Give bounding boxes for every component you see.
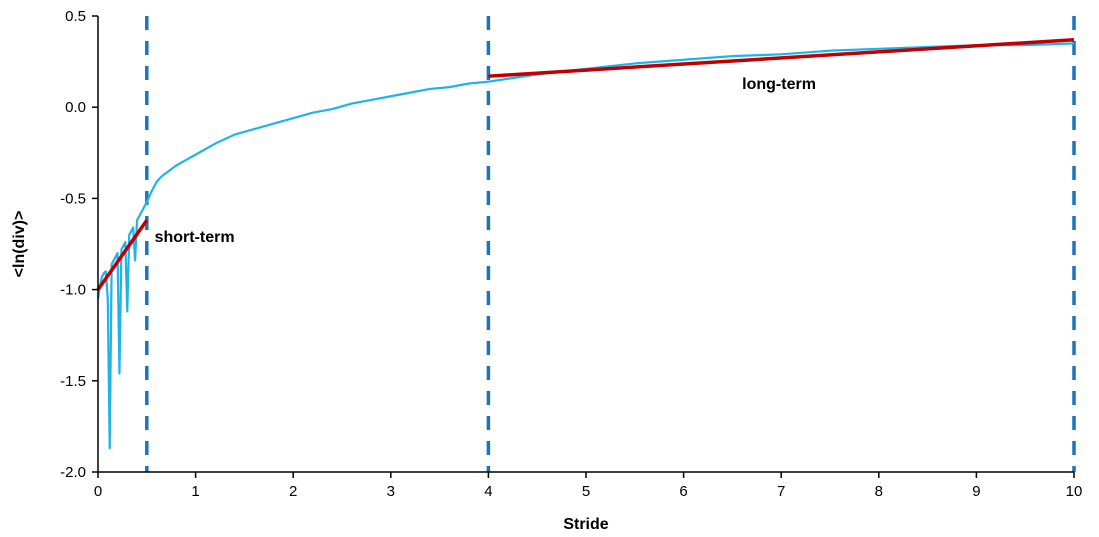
x-tick-label: 5 (582, 483, 590, 500)
tick-labels: 0 1 2 3 4 5 6 7 8 9 10 -2.0 -1.5 -1.0 -0.5 0.0 0.5 (60, 8, 1082, 500)
x-tick-label: 8 (875, 483, 883, 500)
x-tick-label: 10 (1066, 483, 1083, 500)
x-tick-label: 9 (972, 483, 980, 500)
x-tick-label: 7 (777, 483, 785, 500)
x-tick-label: 0 (94, 483, 102, 500)
annotation-0: short-term (155, 229, 235, 246)
vertical-lines (145, 16, 1076, 472)
annotation-1: long-term (742, 76, 816, 93)
y-tick-label: 0.5 (65, 8, 86, 25)
x-tick-label: 4 (484, 483, 492, 500)
y-tick-label: -1.5 (60, 373, 86, 390)
y-axis-title: <ln(div)> (11, 211, 28, 278)
y-tick-label: -1.0 (60, 282, 86, 299)
x-axis-title: Stride (563, 516, 608, 533)
y-tick-label: 0.0 (65, 99, 86, 116)
series-data-line (96, 42, 1075, 450)
x-tick-label: 2 (289, 483, 297, 500)
series-group (96, 37, 1075, 450)
long-term-fit-line (488, 37, 1075, 78)
x-tick-label: 3 (387, 483, 395, 500)
axes (92, 15, 1075, 478)
y-tick-label: -2.0 (60, 464, 86, 481)
x-tick-label: 1 (191, 483, 199, 500)
short-term-fit-line (96, 219, 149, 291)
x-tick-label: 6 (679, 483, 687, 500)
y-tick-label: -0.5 (60, 190, 86, 207)
annotations: short-term long-term (155, 76, 816, 246)
